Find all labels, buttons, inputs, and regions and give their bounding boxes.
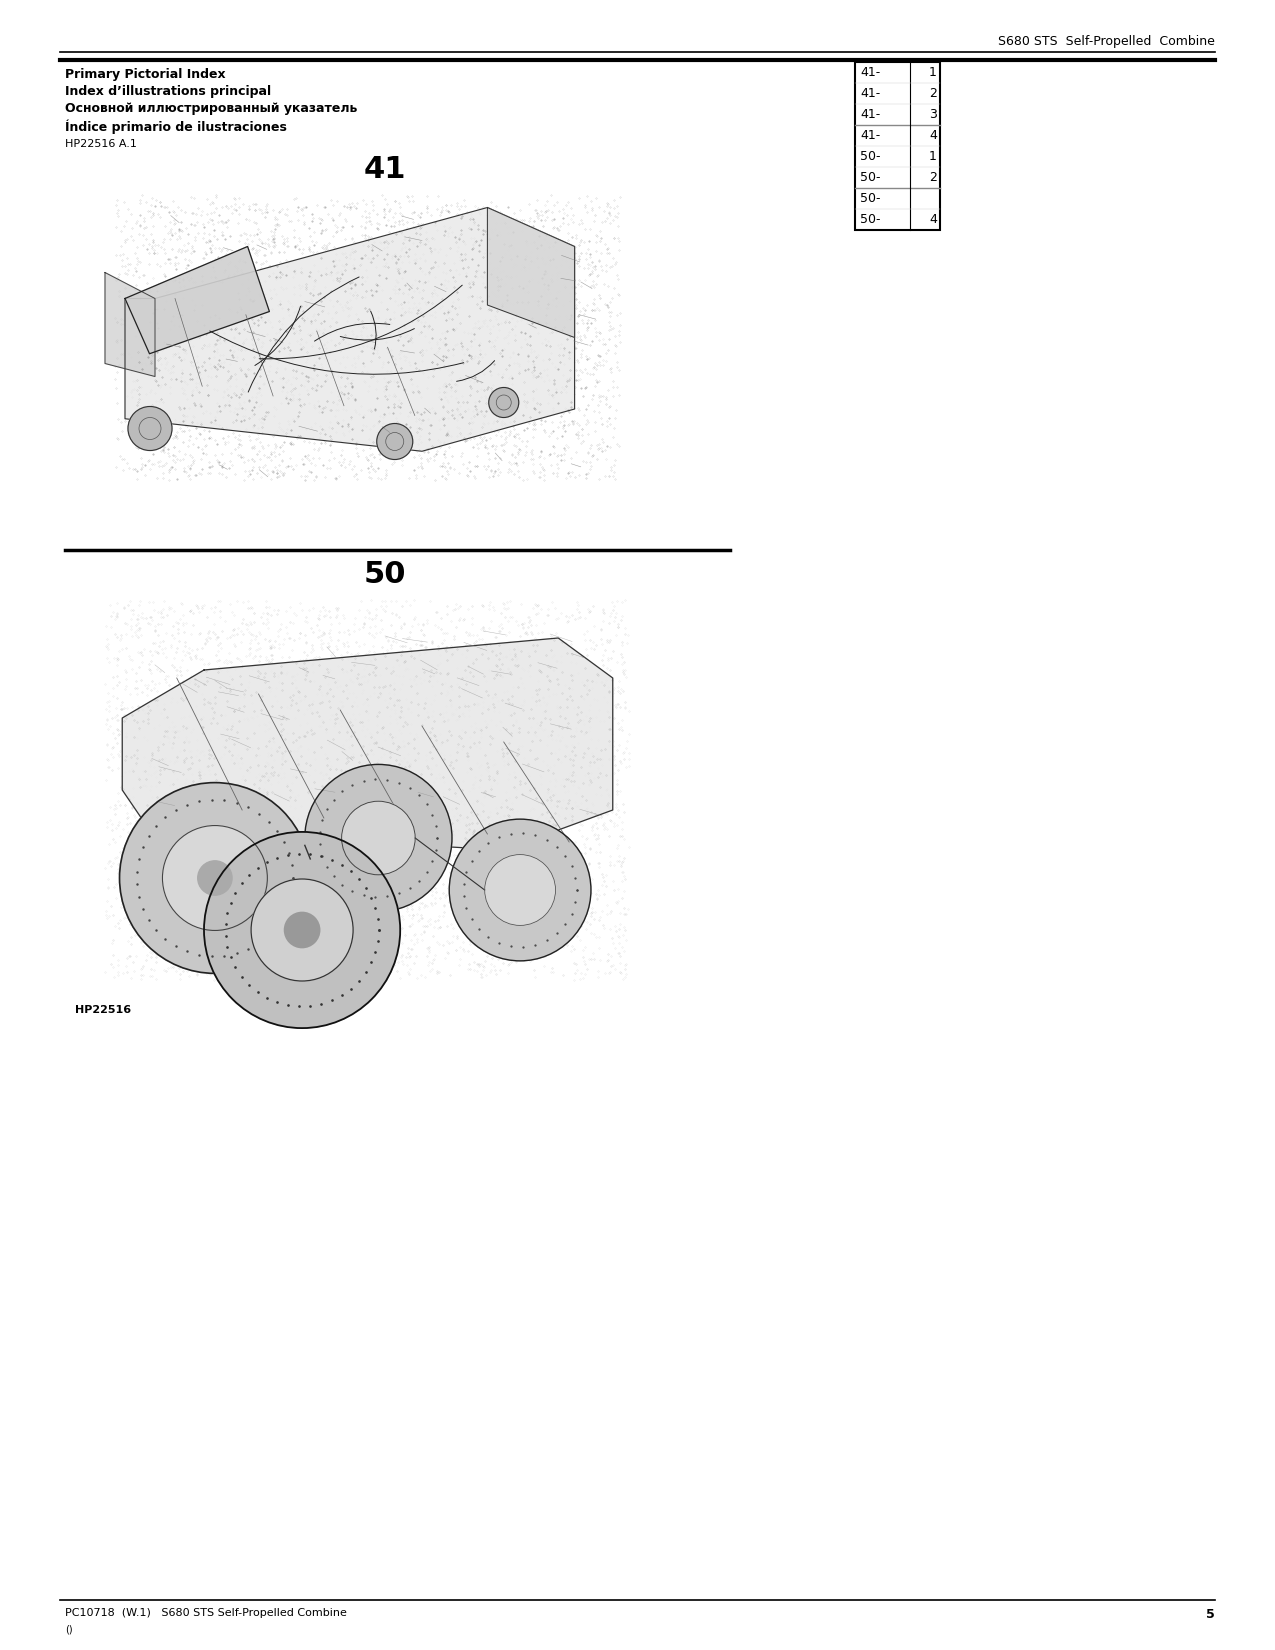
Circle shape [305, 764, 451, 911]
Text: 41: 41 [363, 155, 407, 185]
Text: 41-: 41- [861, 66, 880, 79]
Text: HP22516: HP22516 [75, 1005, 131, 1015]
Text: 2: 2 [929, 172, 937, 185]
Circle shape [342, 802, 416, 874]
Circle shape [484, 855, 556, 926]
Text: 50-: 50- [861, 150, 881, 163]
Text: 41-: 41- [861, 129, 880, 142]
Text: 50-: 50- [861, 172, 881, 185]
Text: 3: 3 [929, 107, 937, 120]
Text: S680 STS  Self-Propelled  Combine: S680 STS Self-Propelled Combine [998, 35, 1215, 48]
Text: 41-: 41- [861, 87, 880, 101]
Text: Основной иллюстрированный указатель: Основной иллюстрированный указатель [65, 102, 357, 116]
Text: 4: 4 [929, 213, 937, 226]
Polygon shape [105, 272, 156, 376]
Text: 50: 50 [363, 559, 407, 589]
Polygon shape [125, 208, 575, 450]
Circle shape [488, 388, 519, 417]
Polygon shape [487, 208, 575, 338]
Circle shape [198, 861, 232, 896]
Polygon shape [125, 246, 269, 353]
Text: Índice primario de ilustraciones: Índice primario de ilustraciones [65, 119, 287, 134]
Text: 50-: 50- [861, 191, 881, 205]
Text: 1: 1 [929, 66, 937, 79]
Circle shape [120, 782, 310, 973]
Circle shape [376, 424, 413, 459]
Circle shape [284, 912, 320, 947]
Text: 5: 5 [1206, 1609, 1215, 1620]
Circle shape [449, 818, 590, 960]
Text: HP22516 A.1: HP22516 A.1 [65, 139, 136, 148]
Text: 50-: 50- [861, 213, 881, 226]
Circle shape [162, 825, 268, 931]
Text: Primary Pictorial Index: Primary Pictorial Index [65, 68, 226, 81]
Text: PC10718  (W.1)   S680 STS Self-Propelled Combine: PC10718 (W.1) S680 STS Self-Propelled Co… [65, 1609, 347, 1619]
Circle shape [251, 879, 353, 982]
Circle shape [128, 406, 172, 450]
Text: 1: 1 [929, 150, 937, 163]
Bar [856, 63, 940, 229]
Text: (): () [65, 1624, 73, 1634]
Polygon shape [122, 639, 613, 850]
Text: 2: 2 [929, 87, 937, 101]
Text: 41-: 41- [861, 107, 880, 120]
Text: 4: 4 [929, 129, 937, 142]
Text: Index d’illustrations principal: Index d’illustrations principal [65, 86, 272, 97]
Circle shape [204, 832, 400, 1028]
